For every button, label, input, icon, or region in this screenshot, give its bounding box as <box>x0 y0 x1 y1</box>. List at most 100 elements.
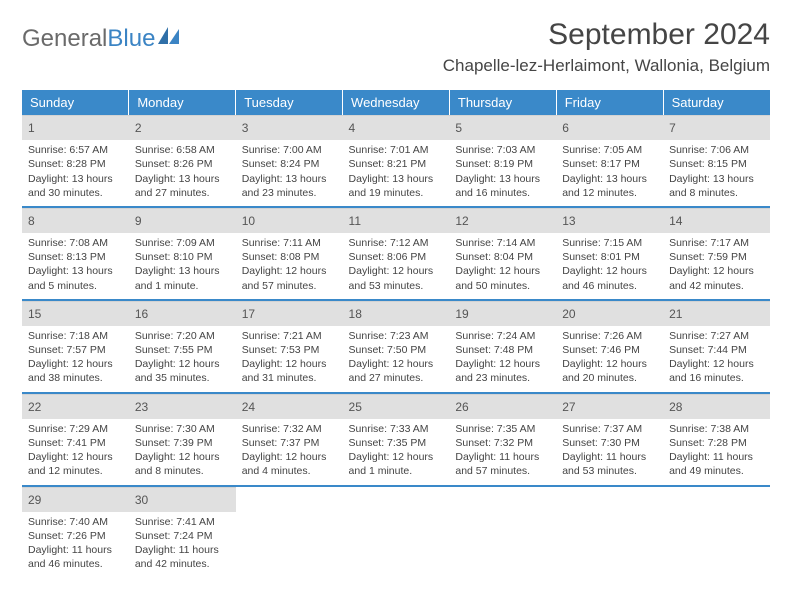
calendar-cell: 25 Sunrise: 7:33 AMSunset: 7:35 PMDayligh… <box>343 393 450 486</box>
day-number: 24 <box>236 394 343 419</box>
calendar-cell: 17 Sunrise: 7:21 AMSunset: 7:53 PMDayligh… <box>236 300 343 393</box>
day-info: Sunrise: 7:03 AMSunset: 8:19 PMDaylight:… <box>455 143 550 200</box>
calendar-cell: 6Sunrise: 7:05 AMSunset: 8:17 PMDaylight… <box>556 115 663 207</box>
calendar-cell: 9 Sunrise: 7:09 AMSunset: 8:10 PMDaylight… <box>129 207 236 300</box>
day-info: Sunrise: 7:09 AMSunset: 8:10 PMDaylight:… <box>135 236 230 293</box>
logo: GeneralBlue <box>22 24 180 54</box>
calendar-table: SundayMondayTuesdayWednesdayThursdayFrid… <box>22 90 770 577</box>
day-info: Sunrise: 7:18 AMSunset: 7:57 PMDaylight:… <box>28 329 123 386</box>
calendar-row: 8 Sunrise: 7:08 AMSunset: 8:13 PMDaylight… <box>22 207 770 300</box>
calendar-cell: 8 Sunrise: 7:08 AMSunset: 8:13 PMDaylight… <box>22 207 129 300</box>
day-info: Sunrise: 7:23 AMSunset: 7:50 PMDaylight:… <box>349 329 444 386</box>
day-info: Sunrise: 7:08 AMSunset: 8:13 PMDaylight:… <box>28 236 123 293</box>
calendar-cell: 21Sunrise: 7:27 AMSunset: 7:44 PMDayligh… <box>663 300 770 393</box>
day-number: 9 <box>129 208 236 233</box>
calendar-cell: 22 Sunrise: 7:29 AMSunset: 7:41 PMDayligh… <box>22 393 129 486</box>
day-number: 8 <box>22 208 129 233</box>
calendar-cell: 5 Sunrise: 7:03 AMSunset: 8:19 PMDaylight… <box>449 115 556 207</box>
calendar-cell: 10 Sunrise: 7:11 AMSunset: 8:08 PMDayligh… <box>236 207 343 300</box>
day-info: Sunrise: 7:01 AMSunset: 8:21 PMDaylight:… <box>349 143 444 200</box>
day-info: Sunrise: 7:35 AMSunset: 7:32 PMDaylight:… <box>455 422 550 479</box>
day-number: 28 <box>663 394 770 419</box>
calendar-cell: 2Sunrise: 6:58 AMSunset: 8:26 PMDaylight… <box>129 115 236 207</box>
calendar-cell: 28 Sunrise: 7:38 AMSunset: 7:28 PMDayligh… <box>663 393 770 486</box>
day-number: 11 <box>343 208 450 233</box>
day-number: 15 <box>22 301 129 326</box>
day-info: Sunrise: 7:20 AMSunset: 7:55 PMDaylight:… <box>135 329 230 386</box>
calendar-cell: 26 Sunrise: 7:35 AMSunset: 7:32 PMDayligh… <box>449 393 556 486</box>
day-info: Sunrise: 7:30 AMSunset: 7:39 PMDaylight:… <box>135 422 230 479</box>
day-number: 18 <box>343 301 450 326</box>
calendar-cell: 16Sunrise: 7:20 AMSunset: 7:55 PMDayligh… <box>129 300 236 393</box>
header: GeneralBlue September 2024 Chapelle-lez-… <box>22 18 770 86</box>
day-info: Sunrise: 7:14 AMSunset: 8:04 PMDaylight:… <box>455 236 550 293</box>
calendar-cell <box>343 486 450 578</box>
logo-text-blue: Blue <box>107 25 155 53</box>
day-info: Sunrise: 7:06 AMSunset: 8:15 PMDaylight:… <box>669 143 764 200</box>
day-number: 1 <box>22 115 129 140</box>
calendar-cell: 23Sunrise: 7:30 AMSunset: 7:39 PMDayligh… <box>129 393 236 486</box>
calendar-cell: 24 Sunrise: 7:32 AMSunset: 7:37 PMDayligh… <box>236 393 343 486</box>
day-info: Sunrise: 7:21 AMSunset: 7:53 PMDaylight:… <box>242 329 337 386</box>
calendar-cell: 11Sunrise: 7:12 AMSunset: 8:06 PMDayligh… <box>343 207 450 300</box>
weekday-header-row: SundayMondayTuesdayWednesdayThursdayFrid… <box>22 90 770 115</box>
day-info: Sunrise: 7:32 AMSunset: 7:37 PMDaylight:… <box>242 422 337 479</box>
calendar-cell: 29 Sunrise: 7:40 AMSunset: 7:26 PMDayligh… <box>22 486 129 578</box>
logo-sail-icon <box>158 24 180 52</box>
weekday-header: Wednesday <box>343 90 450 115</box>
day-info: Sunrise: 7:38 AMSunset: 7:28 PMDaylight:… <box>669 422 764 479</box>
calendar-cell: 4 Sunrise: 7:01 AMSunset: 8:21 PMDaylight… <box>343 115 450 207</box>
day-number: 30 <box>129 487 236 512</box>
day-number: 19 <box>449 301 556 326</box>
calendar-cell: 15 Sunrise: 7:18 AMSunset: 7:57 PMDayligh… <box>22 300 129 393</box>
day-number: 17 <box>236 301 343 326</box>
day-info: Sunrise: 7:17 AMSunset: 7:59 PMDaylight:… <box>669 236 764 293</box>
calendar-cell <box>449 486 556 578</box>
calendar-cell <box>236 486 343 578</box>
day-number: 3 <box>236 115 343 140</box>
day-number: 12 <box>449 208 556 233</box>
day-info: Sunrise: 7:29 AMSunset: 7:41 PMDaylight:… <box>28 422 123 479</box>
day-info: Sunrise: 7:00 AMSunset: 8:24 PMDaylight:… <box>242 143 337 200</box>
calendar-cell: 13Sunrise: 7:15 AMSunset: 8:01 PMDayligh… <box>556 207 663 300</box>
day-info: Sunrise: 7:40 AMSunset: 7:26 PMDaylight:… <box>28 515 123 572</box>
day-number: 10 <box>236 208 343 233</box>
title-block: September 2024 Chapelle-lez-Herlaimont, … <box>443 18 770 86</box>
day-info: Sunrise: 7:33 AMSunset: 7:35 PMDaylight:… <box>349 422 444 479</box>
weekday-header: Tuesday <box>236 90 343 115</box>
day-info: Sunrise: 7:11 AMSunset: 8:08 PMDaylight:… <box>242 236 337 293</box>
day-info: Sunrise: 6:57 AMSunset: 8:28 PMDaylight:… <box>28 143 123 200</box>
day-number: 4 <box>343 115 450 140</box>
day-number: 26 <box>449 394 556 419</box>
calendar-cell: 18 Sunrise: 7:23 AMSunset: 7:50 PMDayligh… <box>343 300 450 393</box>
day-info: Sunrise: 7:15 AMSunset: 8:01 PMDaylight:… <box>562 236 657 293</box>
day-info: Sunrise: 7:05 AMSunset: 8:17 PMDaylight:… <box>562 143 657 200</box>
day-number: 5 <box>449 115 556 140</box>
calendar-row: 22 Sunrise: 7:29 AMSunset: 7:41 PMDayligh… <box>22 393 770 486</box>
day-number: 21 <box>663 301 770 326</box>
calendar-row: 1 Sunrise: 6:57 AMSunset: 8:28 PMDaylight… <box>22 115 770 207</box>
calendar-cell: 3 Sunrise: 7:00 AMSunset: 8:24 PMDaylight… <box>236 115 343 207</box>
day-info: Sunrise: 7:41 AMSunset: 7:24 PMDaylight:… <box>135 515 230 572</box>
day-number: 14 <box>663 208 770 233</box>
day-info: Sunrise: 7:37 AMSunset: 7:30 PMDaylight:… <box>562 422 657 479</box>
weekday-header: Friday <box>556 90 663 115</box>
calendar-cell: 27 Sunrise: 7:37 AMSunset: 7:30 PMDayligh… <box>556 393 663 486</box>
day-number: 27 <box>556 394 663 419</box>
day-number: 29 <box>22 487 129 512</box>
day-number: 22 <box>22 394 129 419</box>
day-info: Sunrise: 7:24 AMSunset: 7:48 PMDaylight:… <box>455 329 550 386</box>
weekday-header: Sunday <box>22 90 129 115</box>
calendar-cell <box>556 486 663 578</box>
day-info: Sunrise: 7:26 AMSunset: 7:46 PMDaylight:… <box>562 329 657 386</box>
month-title: September 2024 <box>443 18 770 52</box>
day-info: Sunrise: 6:58 AMSunset: 8:26 PMDaylight:… <box>135 143 230 200</box>
calendar-cell: 1 Sunrise: 6:57 AMSunset: 8:28 PMDaylight… <box>22 115 129 207</box>
calendar-cell: 30 Sunrise: 7:41 AMSunset: 7:24 PMDayligh… <box>129 486 236 578</box>
day-number: 20 <box>556 301 663 326</box>
calendar-body: 1 Sunrise: 6:57 AMSunset: 8:28 PMDaylight… <box>22 115 770 577</box>
day-number: 25 <box>343 394 450 419</box>
weekday-header: Saturday <box>663 90 770 115</box>
calendar-cell <box>663 486 770 578</box>
calendar-cell: 20 Sunrise: 7:26 AMSunset: 7:46 PMDayligh… <box>556 300 663 393</box>
